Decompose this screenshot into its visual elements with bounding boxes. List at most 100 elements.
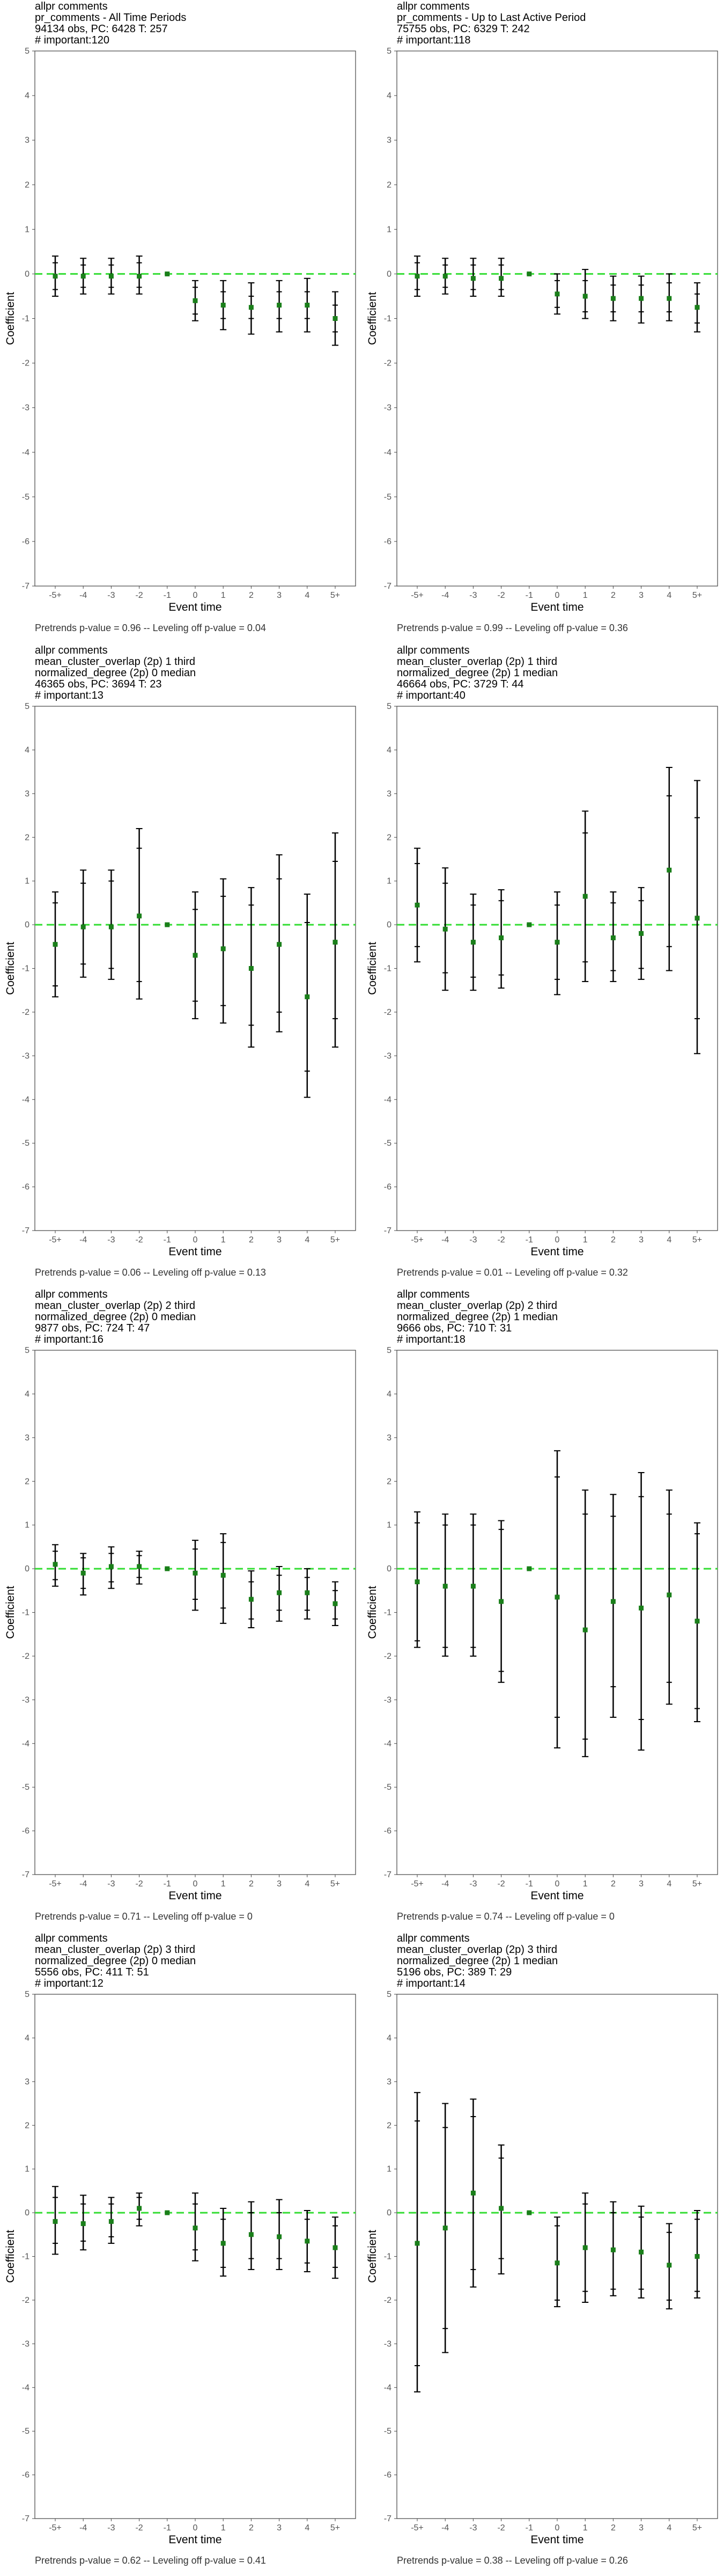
x-tick-label: -1 (164, 1235, 171, 1245)
title-line: normalized_degree (2p) 1 median (397, 1311, 558, 1323)
y-tick-label: 2 (387, 180, 391, 189)
x-tick-label: 5+ (330, 1879, 340, 1889)
x-tick-label: -4 (79, 1879, 87, 1889)
coefficient-point (193, 1570, 198, 1576)
title-line: mean_cluster_overlap (2p) 2 third (35, 1300, 195, 1312)
y-tick-label: 2 (25, 1477, 29, 1486)
coefficient-point (610, 2247, 616, 2252)
y-tick-label: 0 (387, 1564, 391, 1574)
y-tick-label: -3 (22, 404, 29, 413)
footnote: Pretrends p-value = 0.74 -- Leveling off… (397, 1911, 615, 1922)
chart-panel-2: allpr comments pr_comments - Up to Last A… (362, 0, 724, 644)
coefficient-point (333, 1601, 338, 1606)
y-tick-label: -6 (22, 2471, 29, 2480)
coefficient-point (470, 940, 476, 945)
y-tick-label: -6 (384, 537, 391, 546)
x-tick-label: -1 (526, 591, 533, 600)
title-line: mean_cluster_overlap (2p) 3 third (35, 1944, 195, 1956)
x-tick-label: -4 (441, 591, 449, 600)
x-tick-label: 0 (193, 591, 198, 600)
y-tick-label: 3 (25, 136, 29, 145)
x-tick-label: -3 (107, 1235, 115, 1245)
y-tick-label: 4 (25, 745, 29, 755)
x-tick-label: 0 (555, 1879, 560, 1889)
footnote: Pretrends p-value = 0.62 -- Leveling off… (35, 2555, 266, 2566)
coefficient-point (165, 1566, 170, 1571)
y-tick-label: -5 (384, 493, 391, 502)
title-line: allpr comments (397, 1, 470, 12)
x-tick-label: -2 (135, 591, 143, 600)
y-tick-label: 1 (387, 1521, 391, 1530)
coefficient-point (220, 2241, 226, 2246)
coefficient-point (555, 291, 560, 297)
chart-panel-4: allpr comments mean_cluster_overlap (2p) … (362, 644, 724, 1288)
y-axis-title: Coefficient (366, 942, 379, 995)
title-line: # important:120 (35, 34, 109, 46)
y-tick-label: 2 (387, 1477, 391, 1486)
coefficient-point (220, 303, 226, 308)
title-line: pr_comments - Up to Last Active Period (397, 12, 586, 24)
y-tick-label: 1 (25, 225, 29, 234)
x-tick-label: 3 (639, 1879, 644, 1889)
coefficient-point (277, 1590, 282, 1596)
y-tick-label: 5 (25, 1346, 29, 1355)
x-tick-label: 3 (639, 591, 644, 600)
coefficient-point (333, 316, 338, 321)
x-tick-label: 3 (277, 1235, 282, 1245)
x-tick-label: -5+ (411, 591, 424, 600)
y-tick-label: 5 (25, 47, 29, 56)
coefficient-point (165, 271, 170, 276)
x-tick-label: -3 (107, 591, 115, 600)
y-tick-label: 5 (25, 702, 29, 711)
y-tick-label: -2 (22, 1008, 29, 1017)
coefficient-point (248, 2232, 254, 2237)
y-tick-label: 4 (387, 2033, 391, 2043)
x-tick-label: 4 (305, 2523, 309, 2533)
title-line: 75755 obs, PC: 6329 T: 242 (397, 23, 530, 35)
coefficient-point (442, 926, 448, 932)
x-tick-label: 3 (277, 2523, 282, 2533)
y-tick-label: -4 (384, 1739, 391, 1748)
coefficient-point (470, 2190, 476, 2196)
x-tick-label: 4 (667, 591, 671, 600)
x-tick-label: 0 (193, 2523, 198, 2533)
x-axis-title: Event time (168, 1890, 221, 1902)
y-tick-label: 2 (387, 833, 391, 842)
x-axis-title: Event time (530, 1246, 583, 1258)
coefficient-point (499, 2206, 504, 2211)
title-line: allpr comments (397, 1933, 470, 1944)
coefficient-point (108, 1564, 114, 1569)
y-tick-label: 1 (387, 225, 391, 234)
y-tick-label: -4 (22, 1739, 29, 1748)
y-tick-label: 5 (387, 702, 391, 711)
x-tick-label: 2 (249, 1235, 254, 1245)
y-tick-label: 4 (387, 91, 391, 100)
title-line: 9877 obs, PC: 724 T: 47 (35, 1322, 150, 1334)
y-tick-label: -7 (384, 1870, 391, 1879)
coefficient-point (137, 2206, 142, 2211)
x-tick-label: 4 (305, 1879, 309, 1889)
chart-panel-7: allpr comments mean_cluster_overlap (2p) … (0, 1932, 362, 2576)
footnote: Pretrends p-value = 0.06 -- Leveling off… (35, 1267, 266, 1278)
y-tick-label: -2 (384, 1008, 391, 1017)
y-tick-label: 4 (387, 1389, 391, 1399)
coefficient-point (582, 294, 588, 299)
y-tick-label: -7 (384, 1226, 391, 1235)
title-line: # important:16 (35, 1334, 104, 1345)
title-line: pr_comments - All Time Periods (35, 12, 186, 24)
x-tick-label: 1 (583, 591, 588, 600)
y-tick-label: 1 (387, 877, 391, 886)
y-tick-label: -3 (384, 1051, 391, 1060)
title-line: allpr comments (35, 1933, 108, 1944)
x-tick-label: 3 (277, 591, 282, 600)
y-tick-label: -4 (22, 1095, 29, 1104)
x-tick-label: -2 (497, 1879, 505, 1889)
y-tick-label: -4 (22, 2383, 29, 2392)
y-tick-label: -7 (384, 2514, 391, 2523)
coefficient-point (248, 966, 254, 971)
coefficient-point (667, 296, 672, 301)
